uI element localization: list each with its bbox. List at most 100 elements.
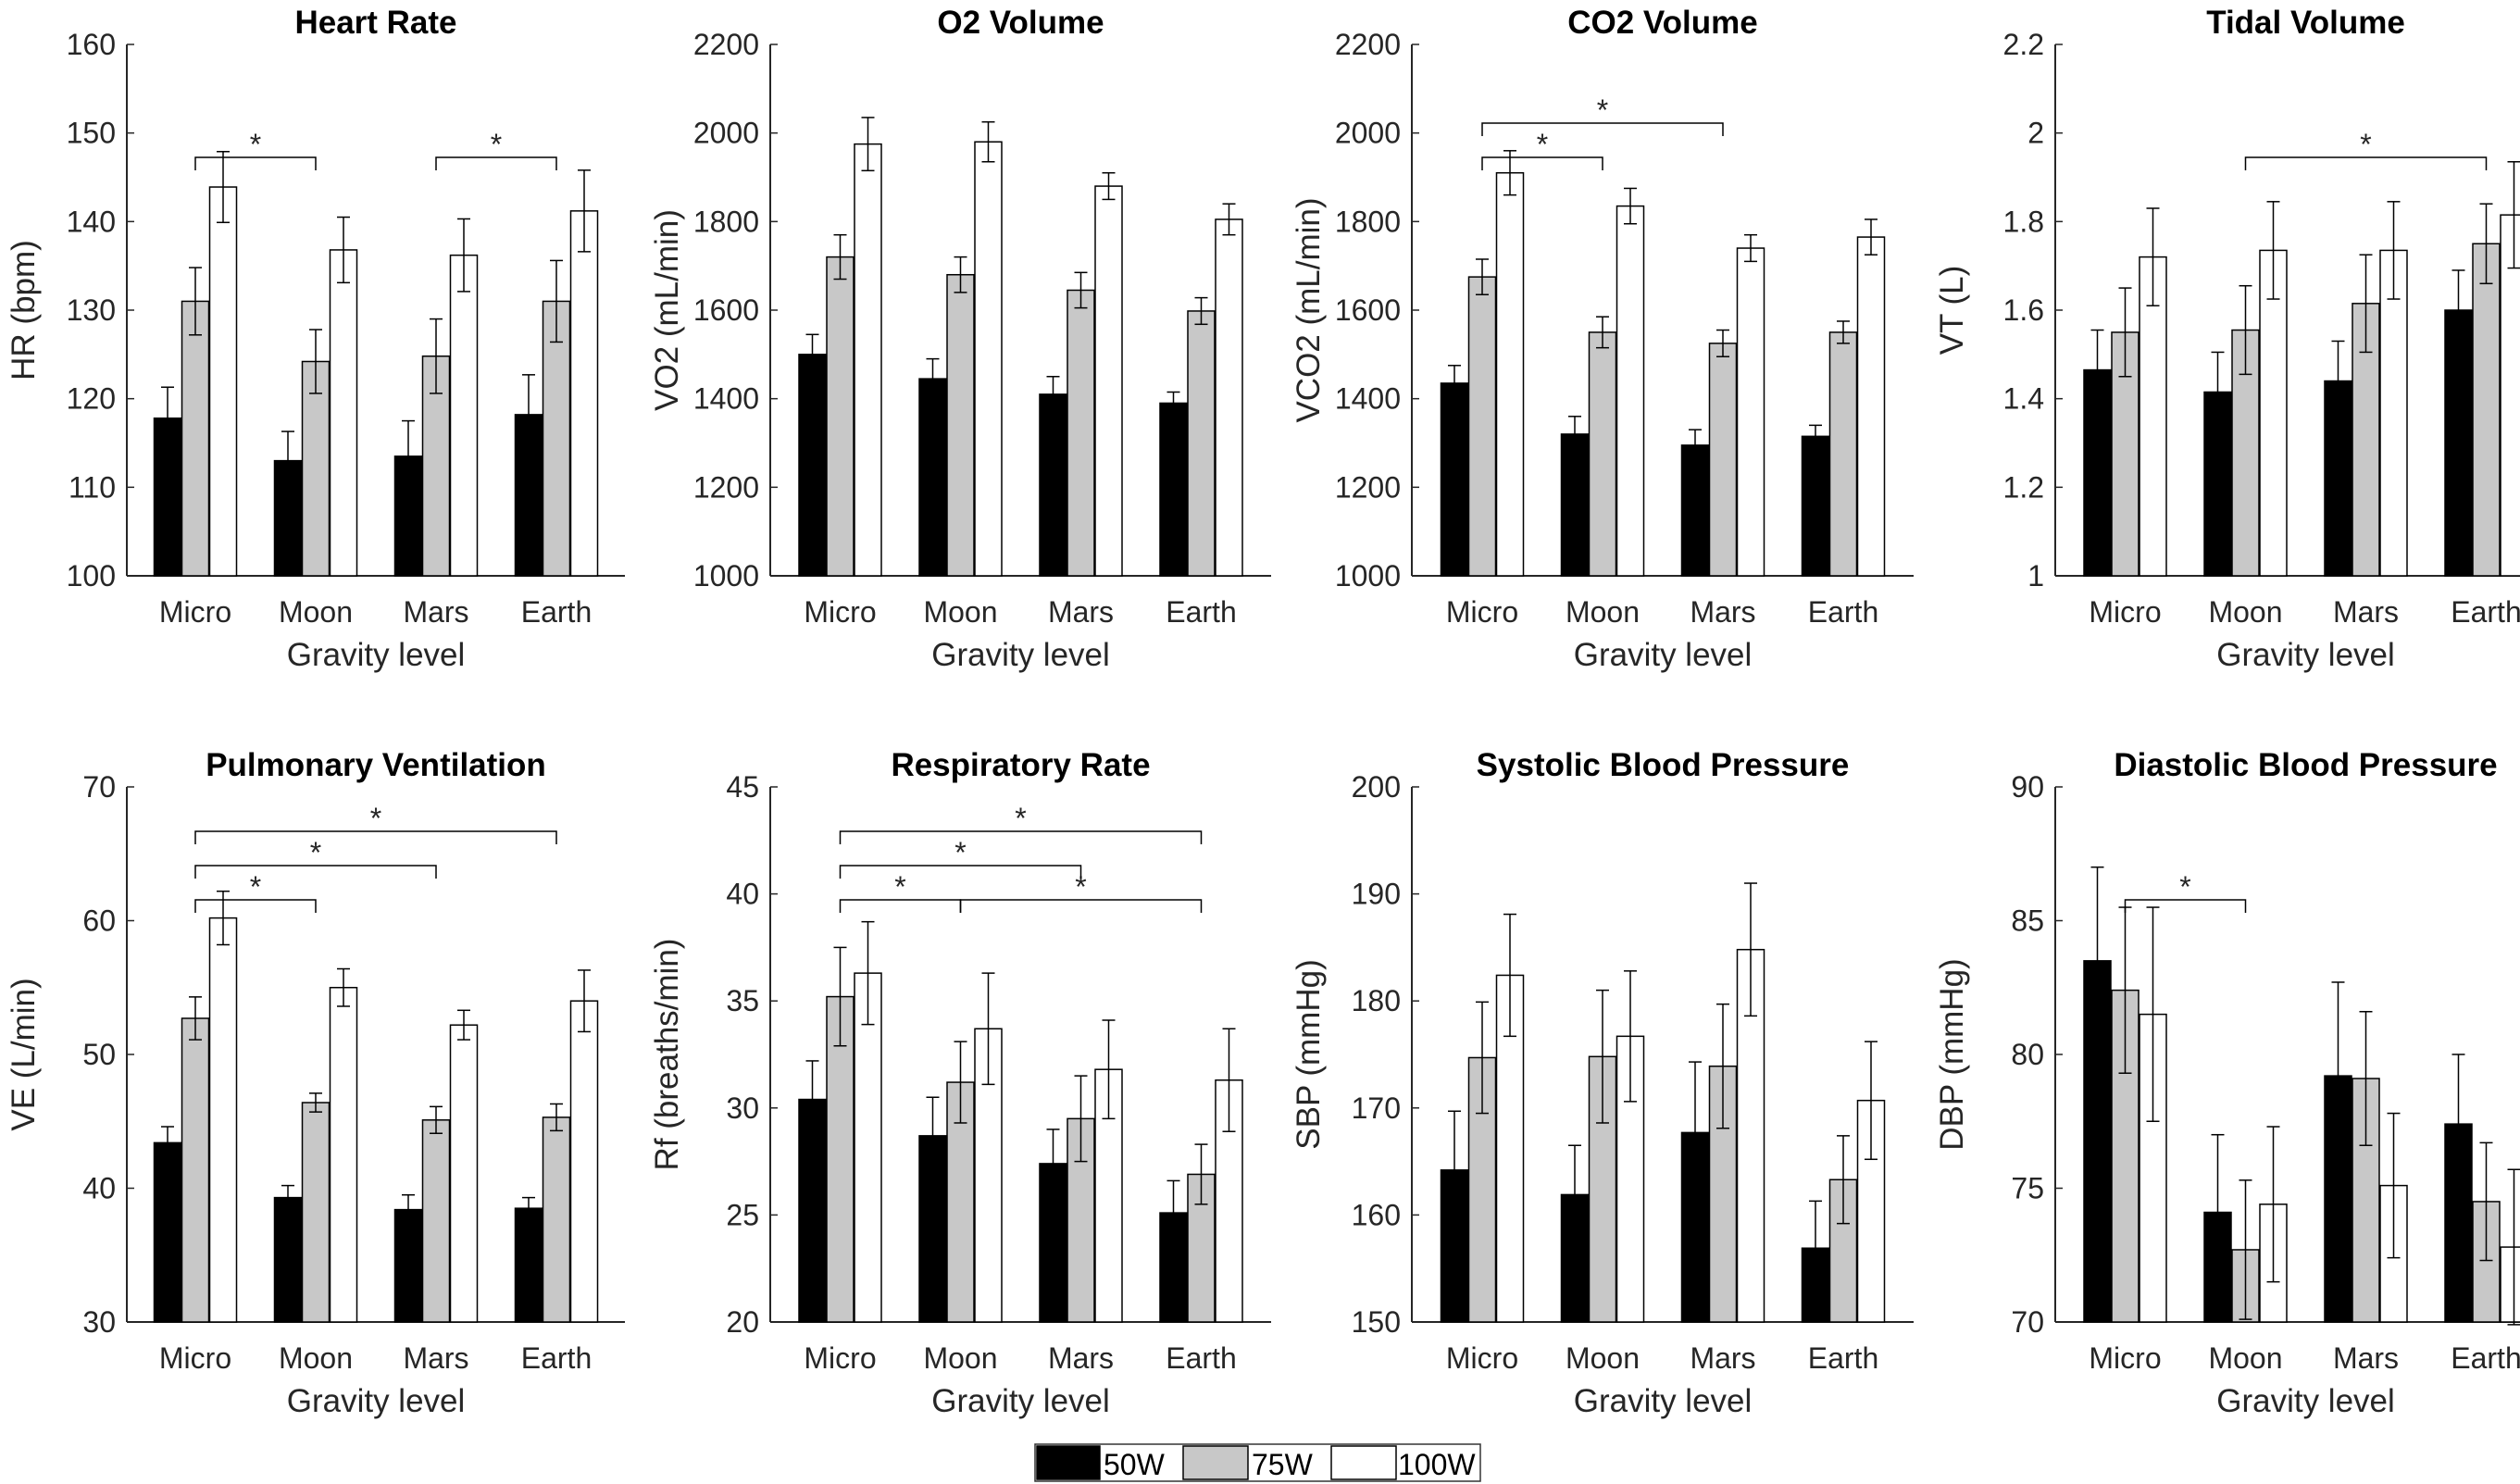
y-tick-label: 1400 [693,382,759,416]
chart-title: CO2 Volume [1567,5,1758,41]
bar-100w-earth [1856,236,1886,577]
bar-50w-mars [393,1208,423,1323]
bar-75w-micro [181,300,210,577]
bar-100w-moon [329,987,358,1323]
x-tick-label: Micro [804,595,876,629]
y-tick-label: 1200 [693,470,759,504]
y-tick-label: 70 [2011,1305,2044,1339]
chart-title: Systolic Blood Pressure [1477,747,1850,783]
bar-100w-micro [2139,256,2167,577]
y-tick-label: 120 [67,382,116,416]
x-tick-label: Mars [403,1341,468,1375]
significance-bracket [839,830,1203,844]
chart-title: Diastolic Blood Pressure [2114,747,2497,783]
legend-swatch-50w [1036,1445,1101,1480]
bar-75w-earth [542,1116,571,1323]
bar-75w-mars [1067,289,1095,577]
significance-bracket [1481,122,1724,136]
bar-50w-earth [1159,402,1188,577]
legend: 50W 75W 100W [1034,1443,1481,1482]
x-tick-label: Mars [1690,595,1755,629]
bar-50w-earth [1159,1212,1188,1323]
legend-label-100w: 100W [1398,1448,1476,1481]
x-tick-label: Moon [2208,595,2282,629]
x-tick-label: Moon [1566,595,1640,629]
bar-100w-mars [1736,247,1765,577]
y-axis-label: DBP (mmHg) [1934,958,1970,1150]
x-tick-label: Mars [2333,1341,2399,1375]
significance-star: * [250,870,261,904]
bar-100w-mars [449,254,479,577]
y-axis-label: VO2 (mL/min) [649,209,685,411]
bar-75w-earth [2472,1201,2501,1323]
y-tick-label: 60 [82,904,116,938]
significance-star: * [1075,870,1086,904]
x-tick-label: Mars [1690,1341,1755,1375]
y-tick-label: 150 [67,117,116,150]
bar-100w-earth [2500,214,2520,577]
y-tick-label: 110 [69,470,116,504]
significance-bracket [194,899,317,913]
significance-star: * [1597,94,1608,127]
x-tick-label: Earth [1166,1341,1236,1375]
chart-title: Respiratory Rate [891,747,1150,783]
y-tick-label: 2 [2027,117,2044,150]
significance-bracket [194,865,437,879]
x-tick-label: Mars [1048,595,1114,629]
y-tick-label: 150 [1352,1305,1401,1339]
x-axis-label: Gravity level [2216,637,2395,673]
y-axis-label: SBP (mmHg) [1291,959,1327,1150]
x-tick-label: Micro [804,1341,876,1375]
bar-75w-earth [2472,243,2501,577]
bar-50w-earth [1801,435,1830,577]
x-tick-label: Mars [403,595,468,629]
x-axis-label: Gravity level [1574,637,1753,673]
chart-systolic-blood-pressure: Systolic Blood Pressure 150 160 170 180 190 20… [1291,747,1914,1419]
significance-star: * [2360,128,2371,161]
bar-100w-moon [329,249,358,577]
chart-pulmonary-ventilation: Pulmonary Ventilation 30 40 50 60 70 VE (L/min… [6,747,625,1419]
legend-label-50w: 50W [1104,1448,1166,1481]
bar-100w-earth [2500,1246,2520,1323]
legend-swatch-75w [1182,1445,1249,1480]
y-tick-label: 1600 [693,293,759,327]
bar-75w-mars [1708,343,1738,577]
y-tick-label: 50 [82,1038,116,1071]
bar-75w-micro [1467,276,1497,577]
bar-100w-mars [449,1024,479,1323]
y-axis-label: VT (L) [1934,266,1970,355]
bar-75w-moon [301,360,331,577]
significance-star: * [491,128,502,161]
bar-100w-micro [854,143,882,577]
x-axis-label: Gravity level [287,637,466,673]
y-tick-label: 85 [2011,904,2044,938]
y-tick-label: 40 [82,1172,116,1205]
y-axis-label: VE (L/min) [6,978,42,1130]
chart-title: Tidal Volume [2206,5,2405,41]
bar-100w-micro [854,972,882,1323]
chart-o2-volume: O2 Volume 1000 1200 1400 1600 1800 2000 2200 VO2… [649,5,1271,673]
y-tick-label: 2000 [693,117,759,150]
y-tick-label: 170 [1352,1091,1401,1125]
chart-heart-rate: Heart Rate 100 110 120 130 140 150 160 HR (bpm) G… [6,5,625,673]
bar-75w-earth [1187,310,1216,577]
chart-tidal-volume: Tidal Volume 1 1.2 1.4 1.6 1.8 2 2.2 VT (L) Gravi… [1934,5,2520,673]
y-tick-label: 1000 [693,559,759,592]
x-tick-label: Earth [1808,1341,1878,1375]
bar-50w-micro [1440,382,1469,577]
y-tick-label: 35 [726,984,759,1017]
y-tick-label: 1400 [1335,382,1401,416]
significance-star: * [894,870,905,904]
y-tick-label: 1.6 [2003,293,2044,327]
y-tick-label: 130 [67,293,116,327]
bar-75w-moon [301,1102,331,1323]
significance-bracket [435,156,557,170]
bar-75w-mars [421,1119,451,1323]
y-tick-label: 1800 [1335,205,1401,238]
significance-star: * [250,128,261,161]
x-tick-label: Earth [1166,595,1236,629]
y-tick-label: 40 [726,878,759,911]
x-tick-label: Earth [521,1341,592,1375]
bar-100w-micro [1495,171,1525,577]
bar-75w-moon [1588,331,1617,577]
